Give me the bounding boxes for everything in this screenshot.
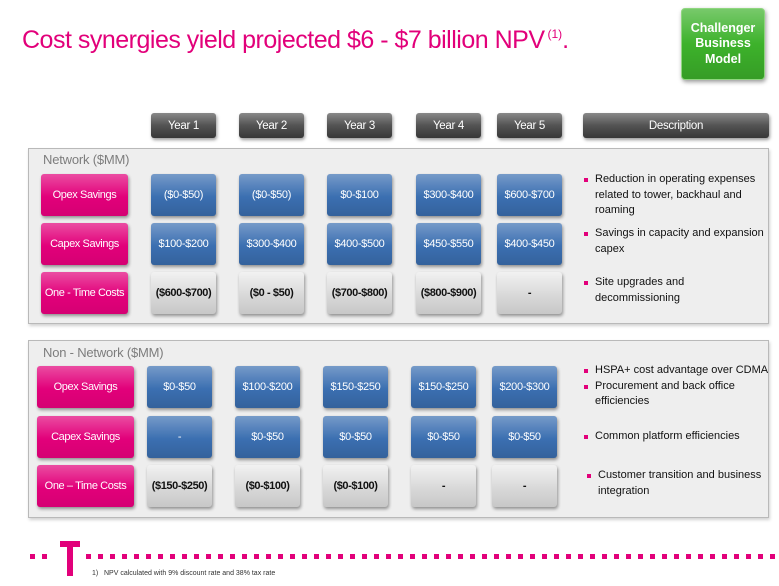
network-capex-year-3-value: $400-$500 [327,223,392,265]
network-opex-year-2-value: ($0-$50) [239,174,304,216]
network-capex-year-2-value: $300-$400 [239,223,304,265]
footer-dotted-line-left [30,554,52,559]
description-line: Common platform efficiencies [595,430,740,442]
non-network-one-time-costs-label: One – Time Costs [37,465,134,507]
challenger-business-model-badge: Challenger Business Model [681,8,765,80]
network-one-time-year-1-value: ($600-$700) [151,272,216,314]
header-year-2: Year 2 [239,113,304,138]
title-suffix: . [562,26,569,54]
t-mobile-logo [60,541,80,577]
header-year-5: Year 5 [497,113,562,138]
non-network-capex-year-5-value: $0-$50 [492,416,557,458]
logo-t-stem [67,541,73,576]
network-opex-savings-label: Opex Savings [41,174,128,216]
non-network-one-time-year-5-value: - [492,465,557,507]
network-capex-description: Savings in capacity and expansion capex [584,226,764,257]
network-one-time-year-2-value: ($0 - $50) [239,272,304,314]
description-item: Customer transition and business integra… [587,468,761,499]
non-network-one-time-year-1-value: ($150-$250) [147,465,212,507]
description-item: Site upgrades and decommissioning [584,275,684,306]
header-year-1: Year 1 [151,113,216,138]
network-section-title: Network ($MM) [43,152,130,167]
network-section: Network ($MM) Opex Savings ($0-$50) ($0-… [28,148,769,324]
header-description: Description [583,113,769,138]
non-network-opex-savings-label: Opex Savings [37,366,134,408]
non-network-capex-year-2-value: $0-$50 [235,416,300,458]
non-network-capex-description: Common platform efficiencies [584,429,740,445]
description-line: capex [595,242,625,255]
network-opex-year-4-value: $300-$400 [416,174,481,216]
non-network-opex-year-5-value: $200-$300 [492,366,557,408]
description-item: Reduction in operating expenses related … [584,172,755,219]
non-network-capex-year-3-value: $0-$50 [323,416,388,458]
bullet-icon [584,435,588,439]
non-network-one-time-year-2-value: ($0-$100) [235,465,300,507]
network-one-time-year-5-value: - [497,272,562,314]
network-capex-year-4-value: $450-$550 [416,223,481,265]
bullet-icon [584,384,588,389]
description-line: Reduction in operating expenses [595,173,756,185]
non-network-opex-year-4-value: $150-$250 [411,366,476,408]
description-line: roaming [595,204,635,216]
description-line: Customer transition and business [598,469,762,481]
non-network-section: Non - Network ($MM) Opex Savings $0-$50 … [28,340,769,518]
description-line: related to tower, backhaul and [595,188,742,201]
description-item: Common platform efficiencies [584,429,740,445]
bullet-icon [587,474,591,478]
non-network-section-title: Non - Network ($MM) [43,345,164,360]
description-line: efficiencies [595,395,650,407]
footnote-text: NPV calculated with 9% discount rate and… [104,570,276,577]
non-network-opex-year-3-value: $150-$250 [323,366,388,408]
description-item: Procurement and back office efficiencies [584,379,768,410]
non-network-opex-year-1-value: $0-$50 [147,366,212,408]
description-line: integration [598,484,650,497]
non-network-one-time-year-3-value: ($0-$100) [323,465,388,507]
network-capex-year-1-value: $100-$200 [151,223,216,265]
description-item: Savings in capacity and expansion capex [584,226,764,257]
description-line: Savings in capacity and expansion [595,227,764,239]
network-opex-year-5-value: $600-$700 [497,174,562,216]
footnote-marker: 1) [92,570,99,577]
non-network-capex-savings-label: Capex Savings [37,416,134,458]
description-line: HSPA+ cost advantage over CDMA [595,364,769,376]
network-opex-description: Reduction in operating expenses related … [584,172,755,219]
title-footnote-superscript: (1) [547,27,563,41]
bullet-icon [584,178,588,182]
footer-dotted-line [86,554,776,559]
page-title: Cost synergies yield projected $6 - $7 b… [22,22,569,62]
network-opex-year-3-value: $0-$100 [327,174,392,216]
non-network-capex-year-4-value: $0-$50 [411,416,476,458]
description-line: decommissioning [595,291,680,304]
network-one-time-year-4-value: ($800-$900) [416,272,481,314]
network-opex-year-1-value: ($0-$50) [151,174,216,216]
header-year-3: Year 3 [327,113,392,138]
description-line: Site upgrades and [595,276,685,288]
non-network-capex-year-1-value: - [147,416,212,458]
description-item: HSPA+ cost advantage over CDMA [584,363,768,379]
network-one-time-costs-label: One - Time Costs [41,272,128,314]
network-one-time-description: Site upgrades and decommissioning [584,275,684,306]
network-capex-savings-label: Capex Savings [41,223,128,265]
bullet-icon [584,232,588,236]
non-network-one-time-description: Customer transition and business integra… [587,468,761,499]
bullet-icon [584,369,588,373]
non-network-one-time-year-4-value: - [411,465,476,507]
page-title-text: Cost synergies yield projected $6 - $7 b… [22,26,545,54]
bullet-icon [584,281,588,285]
header-year-4: Year 4 [416,113,481,138]
non-network-opex-year-2-value: $100-$200 [235,366,300,408]
description-line: Procurement and back office [595,379,735,392]
network-one-time-year-3-value: ($700-$800) [327,272,392,314]
non-network-opex-description: HSPA+ cost advantage over CDMA Procureme… [584,363,768,410]
network-capex-year-5-value: $400-$450 [497,223,562,265]
